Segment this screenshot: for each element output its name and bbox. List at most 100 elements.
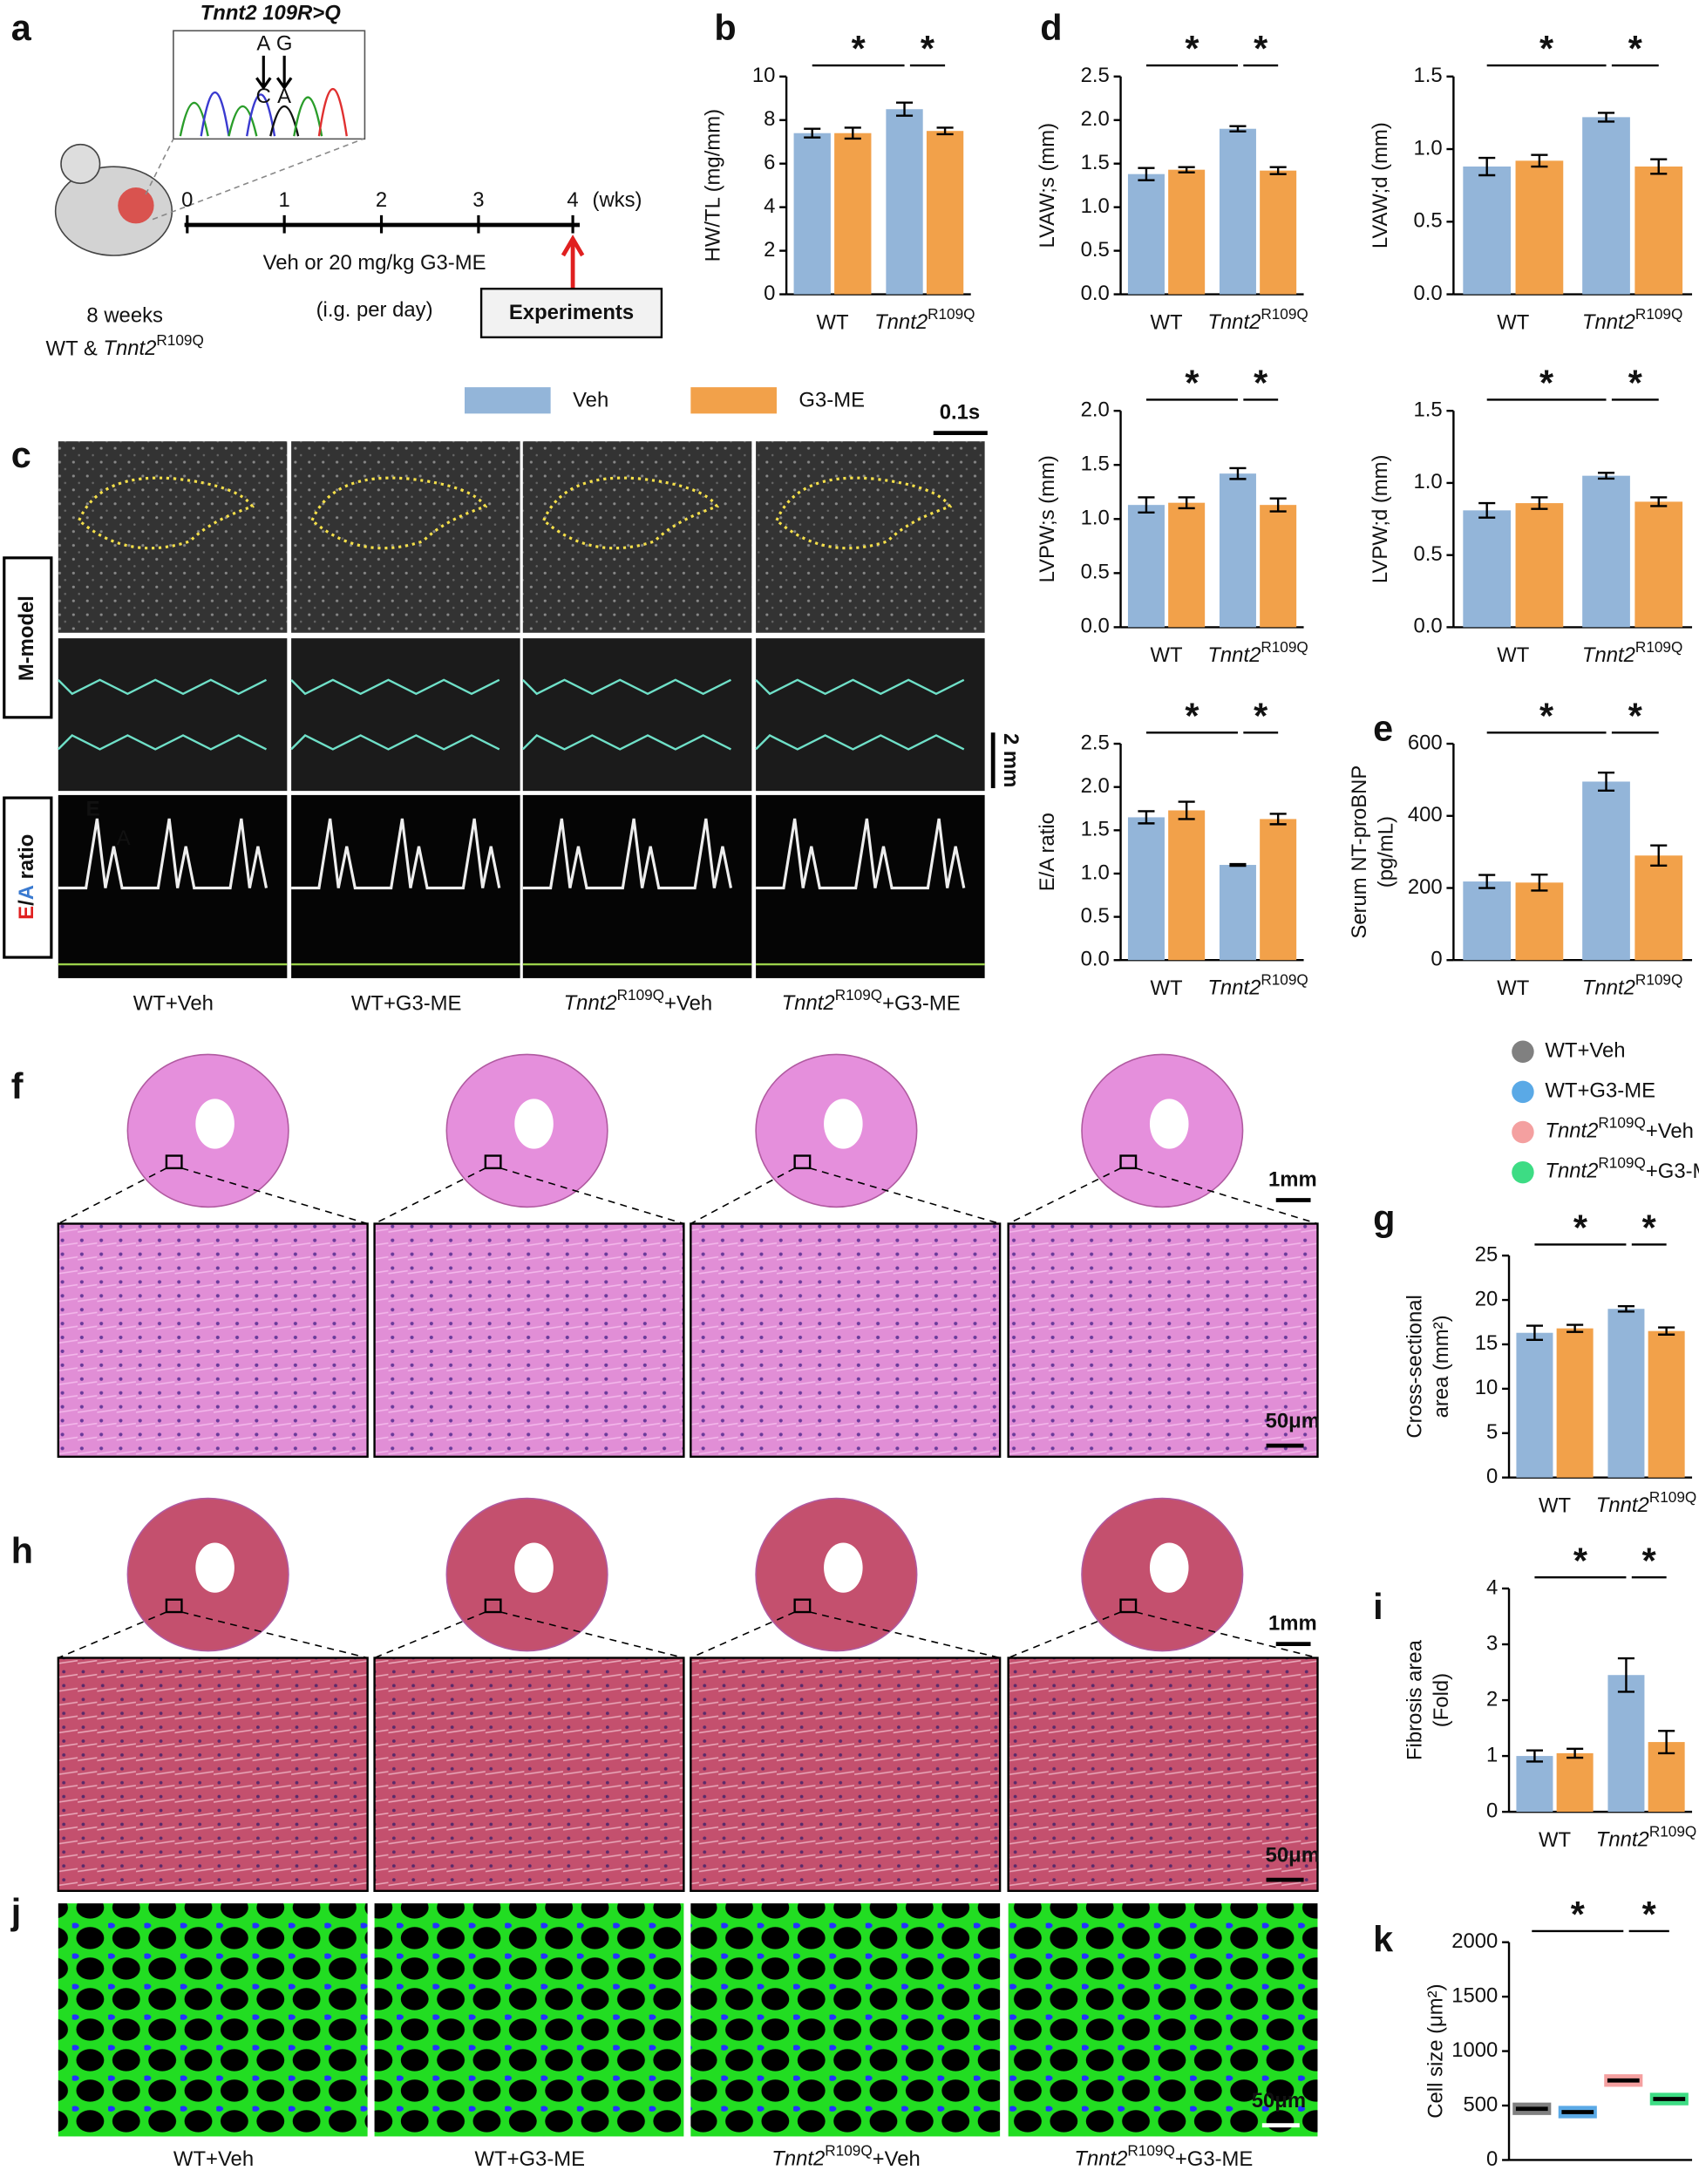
x-tick-label: WT — [1497, 976, 1530, 1000]
trace-peak — [179, 102, 209, 137]
echo-image — [522, 441, 752, 633]
zoom-box — [1119, 1154, 1138, 1170]
significance-mark: * — [1642, 1541, 1657, 1581]
lumen — [824, 1542, 863, 1593]
panel-label: h — [11, 1531, 33, 1571]
significance-mark: * — [1539, 696, 1554, 736]
timeline-label: 2 — [376, 188, 387, 212]
if-image — [690, 1903, 1001, 2137]
panel-label: j — [10, 1892, 22, 1932]
bar — [1515, 160, 1564, 295]
error-bar — [1269, 497, 1287, 513]
y-tick-label: 0.5 — [1413, 542, 1442, 566]
bar — [1556, 1752, 1594, 1813]
echo-caption: Tnnt2R109Q+Veh — [564, 986, 713, 1016]
zoom-box — [1119, 1598, 1138, 1614]
significance-mark: * — [1642, 1208, 1657, 1248]
legend-label: WT+Veh — [1545, 1039, 1625, 1063]
error-bar — [1269, 813, 1287, 826]
bar — [1168, 502, 1206, 628]
bar — [1168, 810, 1206, 961]
significance-mark: * — [1628, 363, 1643, 403]
panel-label: d — [1040, 8, 1062, 48]
bar — [1260, 819, 1297, 961]
bar — [1607, 1309, 1645, 1478]
y-tick-label: 4 — [1486, 1575, 1498, 1599]
legend-swatch — [464, 387, 551, 414]
significance-mark: * — [1573, 1541, 1588, 1581]
scale-label: 1mm — [1268, 1168, 1317, 1192]
error-bar — [1269, 166, 1287, 175]
micrograph — [373, 1222, 685, 1459]
panel-label: g — [1373, 1198, 1395, 1238]
doppler-trace — [291, 818, 501, 890]
panel-label: k — [1373, 1920, 1394, 1960]
legend-label: G3-ME — [799, 388, 865, 412]
y-tick-label: 1 — [1486, 1743, 1498, 1766]
error-bar — [1617, 1657, 1634, 1693]
bar — [1260, 170, 1297, 295]
bar — [1516, 1756, 1553, 1813]
error-bar — [1566, 1323, 1584, 1333]
mmode-trace — [57, 678, 268, 696]
error-bar — [1229, 862, 1247, 867]
mouse-ear — [60, 143, 101, 185]
bar — [1582, 781, 1630, 961]
x-tick-label: Tnnt2R109Q — [1596, 1488, 1696, 1518]
error-bar — [1478, 501, 1496, 519]
ratio-part: A — [15, 885, 38, 900]
significance-mark: * — [1628, 29, 1643, 69]
lv-outline — [310, 476, 488, 550]
bar — [834, 133, 872, 295]
endpoint-box — [479, 287, 663, 339]
trace-peak — [317, 88, 348, 137]
y-tick-label: 0.0 — [1081, 282, 1110, 305]
lv-outline — [775, 476, 953, 550]
x-tick-label: Tnnt2R109Q — [1207, 970, 1308, 1000]
error-bar — [1597, 771, 1615, 793]
if-caption: Tnnt2R109Q+Veh — [771, 2141, 921, 2171]
error-bar — [1658, 1730, 1675, 1755]
endpoint: Experiments — [509, 301, 634, 324]
treatment: Veh or 20 mg/kg G3-ME — [263, 251, 486, 275]
mmode-trace — [521, 734, 732, 751]
zoom-box — [165, 1154, 183, 1170]
gene-label: Tnnt2 109R>Q — [200, 1, 342, 24]
ratio-box — [3, 796, 53, 959]
x-tick-label: WT — [1150, 643, 1183, 667]
y-tick-label: 2.0 — [1081, 398, 1110, 421]
significance-mark: * — [1185, 29, 1199, 69]
legend-dot — [1512, 1160, 1534, 1184]
legend-label: Veh — [573, 388, 608, 412]
y-axis-label: Cross-sectional — [1403, 1295, 1427, 1438]
bar — [1260, 505, 1297, 628]
bar — [1515, 882, 1564, 961]
mmode-trace — [755, 678, 965, 696]
y-tick-label: 0.5 — [1413, 209, 1442, 233]
bar — [1607, 1675, 1645, 1813]
x-tick-label: Tnnt2R109Q — [874, 304, 975, 334]
error-bar — [1138, 810, 1155, 825]
legend-label: Tnnt2R109Q+G3-ME — [1545, 1153, 1699, 1183]
echo-caption: WT+Veh — [133, 991, 214, 1015]
bar — [886, 109, 923, 295]
bar — [1127, 505, 1165, 628]
error-bar — [1478, 874, 1496, 889]
micrograph — [373, 1657, 685, 1893]
y-axis-label: area (mm²) — [1430, 1315, 1453, 1418]
y-tick-label: 15 — [1475, 1331, 1499, 1355]
y-tick-label: 200 — [1408, 875, 1443, 899]
y-tick-label: 1.0 — [1081, 194, 1110, 218]
y-tick-label: 0.5 — [1081, 561, 1110, 584]
zoom-box — [793, 1154, 812, 1170]
zoom-line — [1008, 1167, 1318, 1225]
error-bar — [1229, 125, 1247, 133]
y-tick-label: 500 — [1463, 2092, 1498, 2116]
doppler-image — [756, 794, 985, 978]
y-tick-label: 0.5 — [1081, 238, 1110, 262]
error-bar — [1526, 1324, 1543, 1342]
bar — [1516, 1332, 1553, 1478]
zoom-box — [484, 1154, 502, 1170]
error-bar — [895, 101, 914, 117]
